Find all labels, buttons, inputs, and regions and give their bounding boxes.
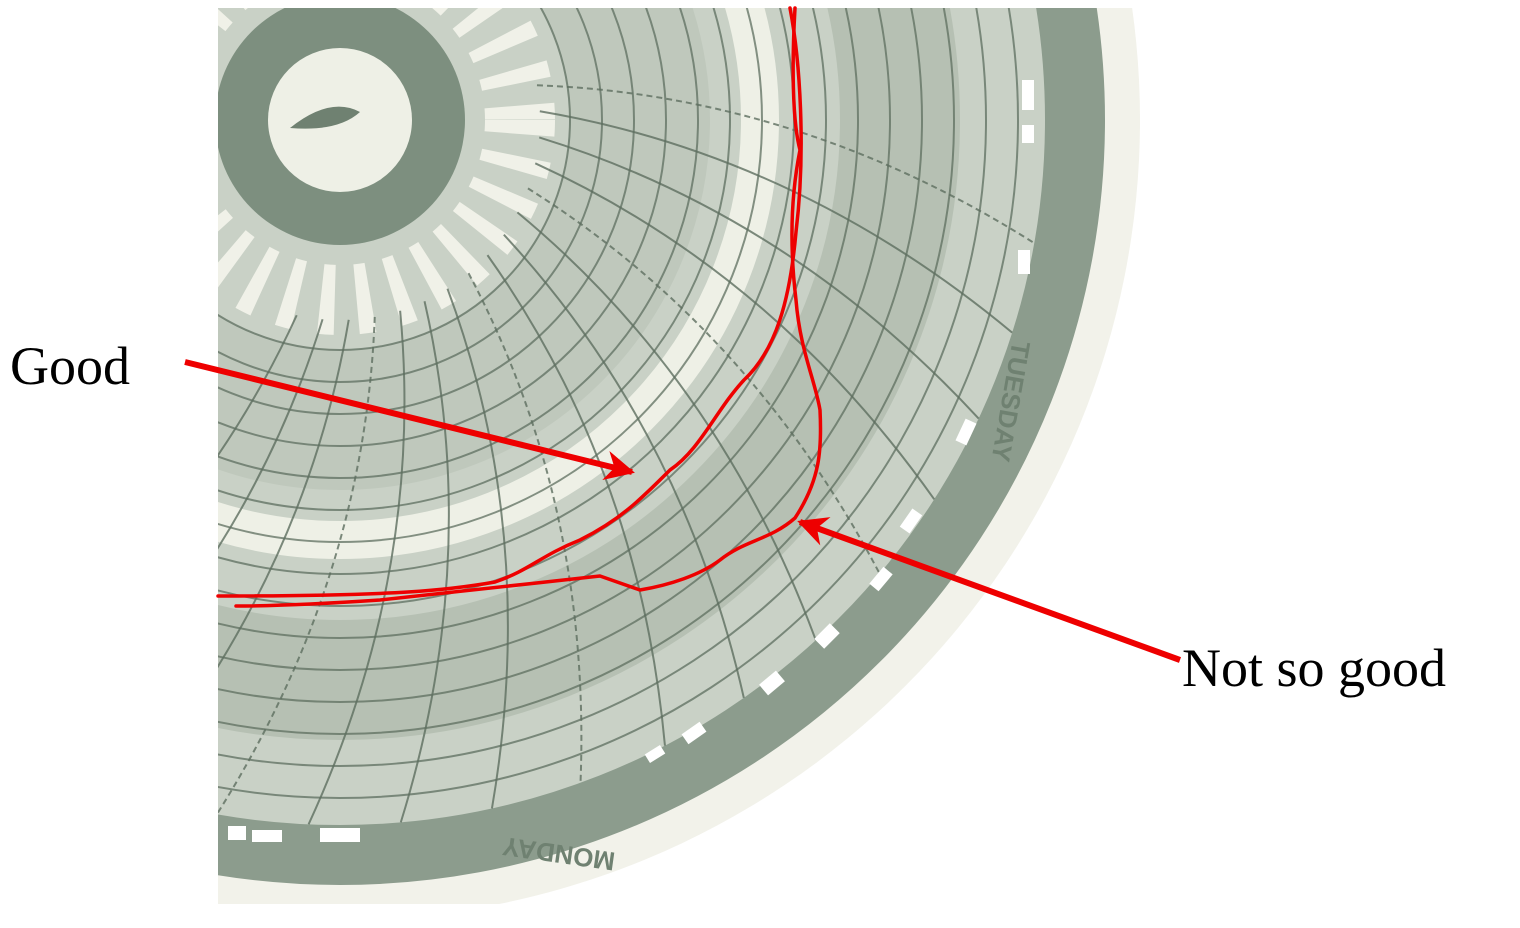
grid-circle [218,8,923,703]
grid-arc [534,162,936,500]
recorder-traces [216,6,823,608]
good-label: Good [10,336,130,396]
grid-circle [218,8,1019,799]
grid-arc [503,234,745,699]
grid-circle [218,8,859,639]
grid-arc [399,301,450,823]
hub-tick-ring [218,8,555,335]
grid-circle [218,8,699,479]
grid-arc [307,310,406,825]
grid-arc [527,187,881,575]
grid-arc [467,272,583,783]
grid-circle [218,8,731,511]
good-arrow [184,359,635,481]
grid-arc [538,136,980,420]
grid-arc [536,84,1035,244]
grid-circle [218,8,987,767]
grid-arc [539,110,1013,334]
not-so-good-label: Not so good [1182,638,1446,698]
chart-photo: TUESDAY MONDAY [218,8,1140,904]
grid-arc [218,316,376,815]
grid-circle [218,8,603,383]
radial-grid [218,84,1035,825]
light-band [218,8,779,559]
grid-circle [218,8,667,447]
grid-circle [218,8,571,351]
not-so-good-trace [234,6,823,608]
outer-band-ticks [228,80,1034,842]
grid-arc [218,319,350,669]
grid-circle [218,8,955,735]
grid-circle [218,8,763,543]
not-so-good-arrow [797,517,1182,663]
concentric-grid [218,8,1019,799]
grid-circle [218,8,891,671]
good-trace [216,6,803,598]
grid-arc [486,254,666,746]
grid-arc [446,288,509,809]
grid-circle [218,8,827,607]
grid-arc [516,211,817,641]
grid-circle [218,8,635,415]
